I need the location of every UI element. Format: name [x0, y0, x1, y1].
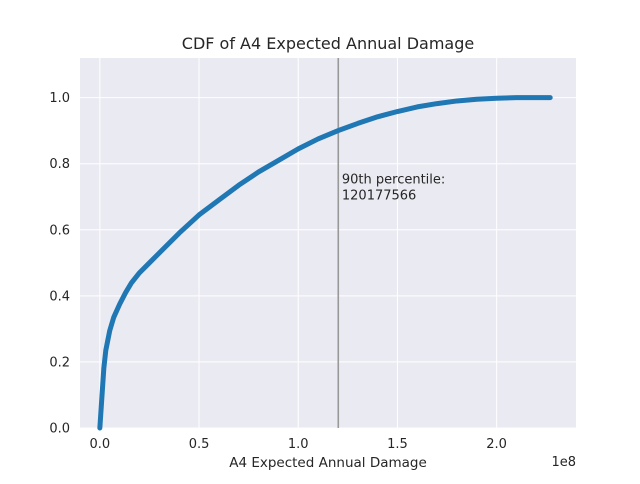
series-group	[97, 95, 553, 431]
y-tick-label: 0.2	[49, 355, 70, 370]
y-tick-label: 0.0	[49, 422, 70, 437]
x-tick-label: 2.0	[486, 437, 507, 452]
grid-lines	[80, 58, 576, 429]
x-tick-label: 1.5	[387, 437, 408, 452]
y-tick-label: 0.6	[49, 223, 70, 238]
x-tick-label: 0.0	[89, 437, 110, 452]
chart-title: CDF of A4 Expected Annual Damage	[182, 34, 474, 53]
cdf-series-line	[97, 95, 553, 431]
percentile-annotation-value: 120177566	[342, 189, 416, 204]
x-axis-label: A4 Expected Annual Damage	[229, 455, 427, 471]
x-tick-label: 0.5	[189, 437, 210, 452]
x-tick-labels: 0.0 0.5 1.0 1.5 2.0	[89, 437, 506, 452]
y-tick-label: 0.8	[49, 157, 70, 172]
y-tick-label: 1.0	[49, 91, 70, 106]
x-offset-label: 1e8	[551, 455, 576, 470]
y-tick-labels: 0.0 0.2 0.4 0.6 0.8 1.0	[49, 91, 70, 436]
plot-background	[80, 58, 576, 428]
percentile-annotation-label: 90th percentile:	[342, 173, 445, 188]
y-tick-label: 0.4	[49, 289, 70, 304]
x-tick-label: 1.0	[288, 437, 309, 452]
